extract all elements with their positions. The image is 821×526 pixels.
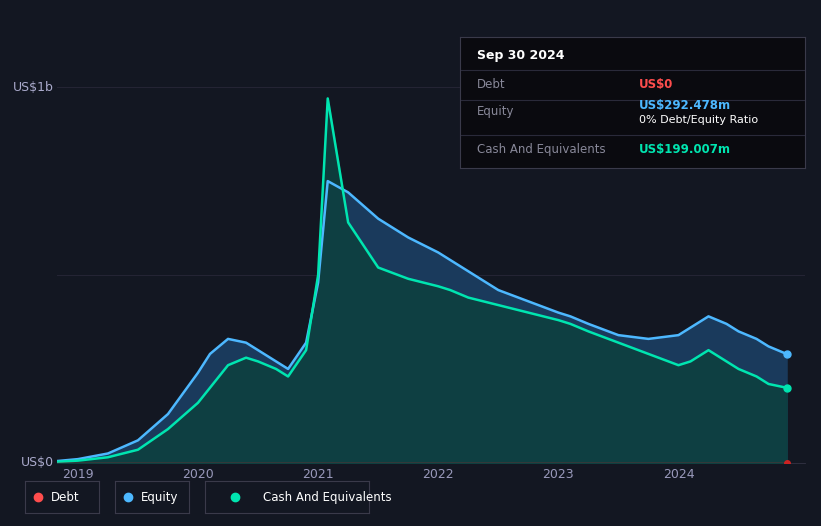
Text: Equity: Equity	[141, 491, 178, 503]
Text: Debt: Debt	[51, 491, 79, 503]
Text: Equity: Equity	[477, 105, 515, 118]
Text: 0% Debt/Equity Ratio: 0% Debt/Equity Ratio	[639, 115, 758, 125]
Text: US$292.478m: US$292.478m	[639, 99, 732, 113]
Text: Cash And Equivalents: Cash And Equivalents	[477, 144, 606, 156]
Text: US$0: US$0	[639, 78, 673, 92]
Text: US$199.007m: US$199.007m	[639, 144, 731, 156]
Text: Debt: Debt	[477, 78, 506, 92]
Text: Sep 30 2024: Sep 30 2024	[477, 48, 565, 62]
Text: US$0: US$0	[21, 457, 53, 469]
Text: Cash And Equivalents: Cash And Equivalents	[263, 491, 392, 503]
Text: US$1b: US$1b	[13, 80, 53, 94]
